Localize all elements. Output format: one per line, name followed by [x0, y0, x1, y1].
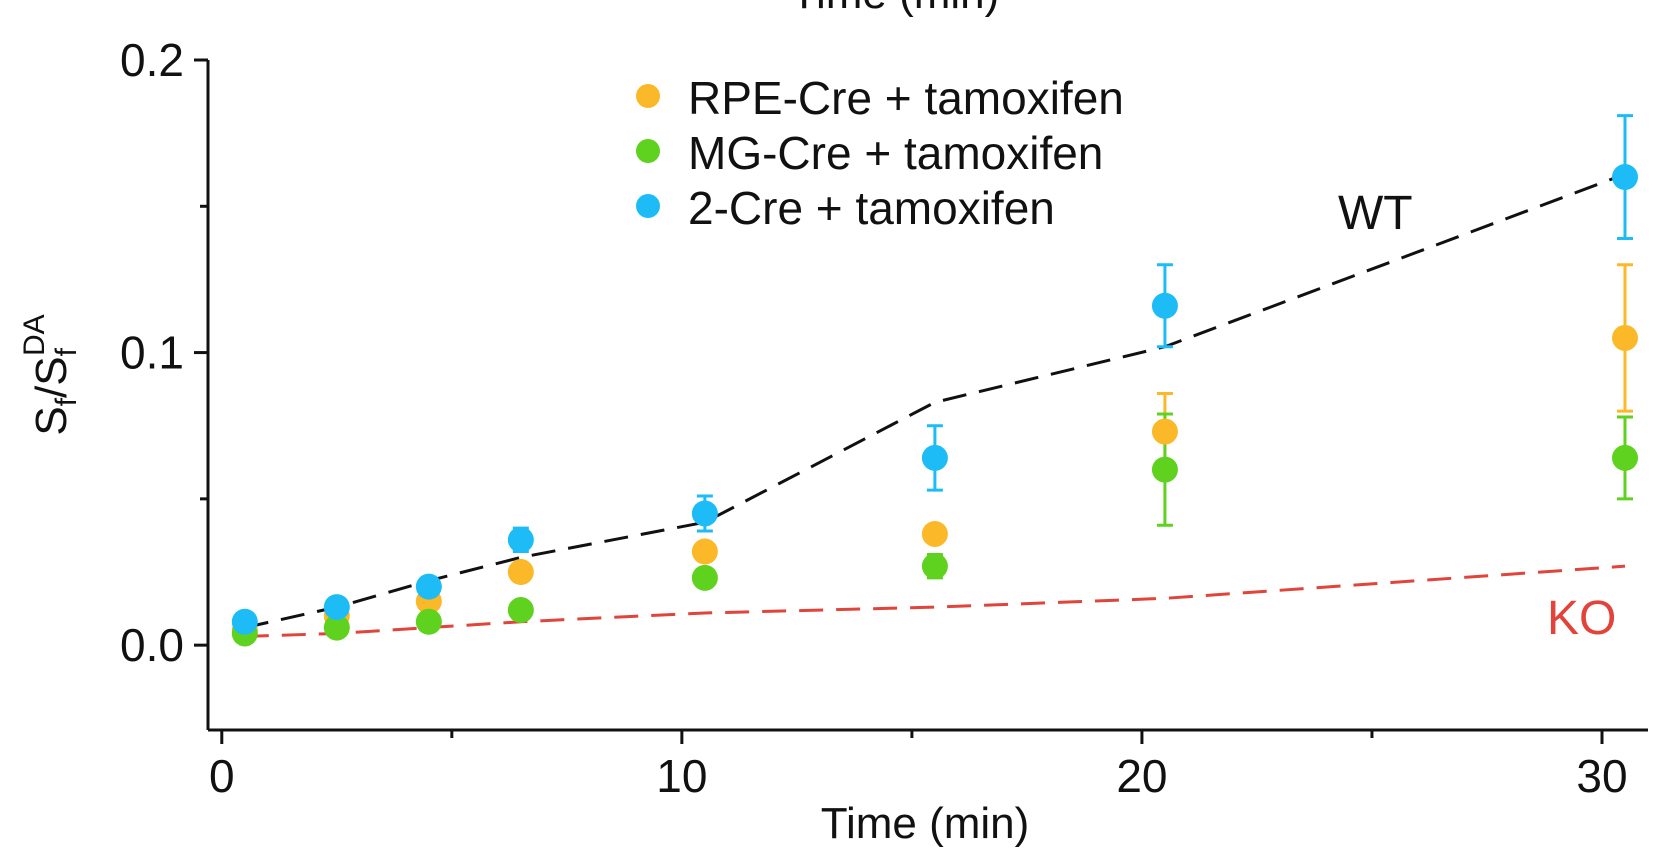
legend-label-rpe: RPE-Cre + tamoxifen — [688, 72, 1124, 124]
data-point-2cre — [1151, 292, 1178, 319]
x-tick-label: 20 — [1116, 750, 1167, 802]
data-point-mg — [415, 608, 442, 635]
data-point-rpe — [1611, 324, 1638, 351]
data-point-2cre — [415, 573, 442, 600]
x-axis-title: Time (min) — [821, 799, 1030, 848]
data-point-2cre — [1611, 164, 1638, 191]
y-title-base: S — [27, 406, 76, 435]
data-point-2cre — [323, 594, 350, 621]
data-point-mg — [921, 553, 948, 580]
y-tick-label: 0.2 — [120, 34, 184, 86]
data-point-rpe — [691, 538, 718, 565]
ko-annotation: KO — [1547, 592, 1616, 645]
data-point-mg — [507, 597, 534, 624]
data-point-2cre — [231, 608, 258, 635]
x-tick-label: 10 — [656, 750, 707, 802]
data-point-mg — [1151, 456, 1178, 483]
x-tick-label: 0 — [209, 750, 235, 802]
data-points — [231, 164, 1638, 647]
y-title-sub1: f — [50, 397, 83, 406]
legend-marker-rpe — [636, 84, 660, 108]
legend: RPE-Cre + tamoxifen MG-Cre + tamoxifen 2… — [636, 72, 1124, 234]
legend-marker-mg — [636, 139, 660, 163]
y-axis-title: Sf/SfDA — [18, 314, 83, 435]
wt-annotation: WT — [1338, 187, 1413, 240]
legend-marker-2cre — [636, 194, 660, 218]
reference-line-wt — [244, 172, 1626, 630]
data-point-rpe — [1151, 418, 1178, 445]
y-title-sub2: f — [50, 347, 83, 356]
data-point-mg — [1611, 444, 1638, 471]
y-tick-label: 0.1 — [120, 327, 184, 379]
legend-label-2cre: 2-Cre + tamoxifen — [688, 182, 1055, 234]
data-point-mg — [323, 614, 350, 641]
top-clipped-axis-title: Time (min) — [791, 0, 1000, 18]
y-title-sup: DA — [18, 314, 51, 356]
reference-lines — [244, 172, 1626, 638]
data-point-2cre — [507, 526, 534, 553]
y-tick-label: 0.0 — [120, 619, 184, 671]
y-title-slash: /S — [27, 356, 76, 398]
data-point-2cre — [921, 444, 948, 471]
data-point-rpe — [507, 559, 534, 586]
legend-label-mg: MG-Cre + tamoxifen — [688, 127, 1103, 179]
data-point-rpe — [921, 520, 948, 547]
data-point-mg — [691, 564, 718, 591]
x-tick-label: 30 — [1576, 750, 1627, 802]
error-bars — [512, 114, 1633, 589]
data-point-2cre — [691, 500, 718, 527]
axes: 0 10 20 30 0.0 0.1 0.2 — [120, 34, 1648, 802]
